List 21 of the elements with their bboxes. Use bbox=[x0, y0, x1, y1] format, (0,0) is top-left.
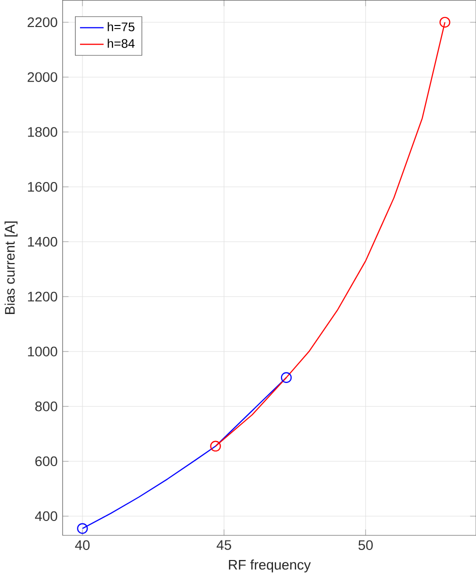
legend-label: h=84 bbox=[108, 38, 134, 48]
y-tick-label: 2200 bbox=[28, 17, 58, 28]
y-tick-label: 1400 bbox=[28, 236, 58, 247]
legend-label: h=75 bbox=[108, 22, 134, 32]
y-tick-label: 600 bbox=[35, 456, 58, 466]
point bbox=[210, 440, 221, 452]
y-tick-label: 1800 bbox=[28, 127, 58, 137]
y-tick-label: 1600 bbox=[28, 182, 58, 192]
x-tick-label: 40 bbox=[74, 540, 90, 550]
y-tick-label: 400 bbox=[34, 511, 58, 522]
x-tick-label: 50 bbox=[358, 540, 373, 550]
x-tick-label: 45 bbox=[216, 540, 231, 550]
y-tick-label: 1200 bbox=[28, 292, 58, 302]
point bbox=[76, 523, 88, 534]
y-tick-label: 1000 bbox=[28, 346, 58, 356]
x-axis-title: RF frequency bbox=[228, 560, 311, 572]
y-axis-title: Bias current [A] bbox=[4, 222, 18, 314]
y-tick-label: 2000 bbox=[28, 72, 58, 82]
point bbox=[280, 372, 292, 383]
point bbox=[439, 16, 450, 28]
y-tick-label: 800 bbox=[35, 401, 58, 412]
